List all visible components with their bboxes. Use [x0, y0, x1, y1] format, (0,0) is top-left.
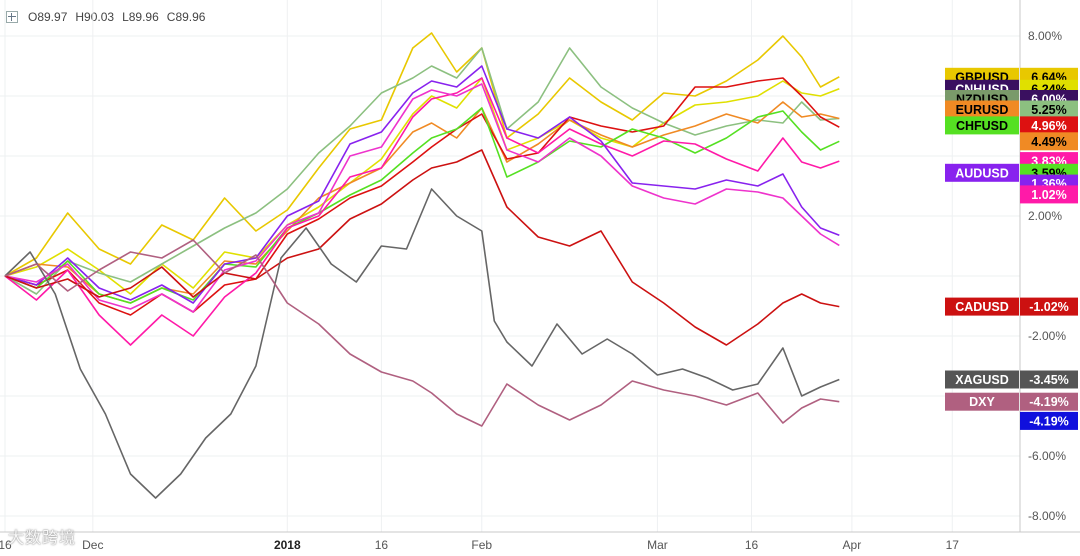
label-tag-text: DXY	[969, 395, 995, 409]
label-tag-bg	[945, 297, 1019, 316]
value-tag-text: 4.49%	[1031, 135, 1066, 149]
series-line-audusd	[4, 65, 840, 304]
time-axis[interactable]: 16 Dec 2018 16 Feb Mar 16 Apr 17	[0, 538, 959, 552]
value-tag-text: 4.96%	[1031, 119, 1066, 133]
value-tag-text: -3.45%	[1029, 373, 1069, 387]
value-tag-bg	[1020, 411, 1078, 430]
series-line-sekusd	[4, 83, 840, 313]
ohlc-readout: O89.97 H90.03 L89.96 C89.96	[6, 10, 205, 24]
watermark: 大数跨境	[8, 530, 77, 547]
value-tag-bg	[1020, 100, 1078, 119]
series-line-chfusd	[4, 107, 840, 304]
value-tag-text: -1.02%	[1029, 300, 1069, 314]
value-tag-bg	[1020, 297, 1078, 316]
series-line-cadusd	[4, 149, 840, 346]
label-tag-bg	[945, 163, 1019, 182]
label-tag-bg	[945, 370, 1019, 389]
x-tick-label: 16	[375, 538, 389, 552]
x-tick-label: Dec	[82, 538, 103, 552]
y-tick-label: -6.00%	[1028, 449, 1066, 463]
x-tick-label: Mar	[647, 538, 668, 552]
ohlc-close: C89.96	[166, 10, 206, 24]
price-axis[interactable]: 8.00% 2.00% -2.00% -6.00% -8.00%	[1028, 29, 1066, 523]
label-tag-text: AUDUSD	[955, 166, 1008, 180]
series-line-xagusd	[4, 188, 840, 499]
series-layer	[4, 32, 840, 499]
value-tag-bg	[1020, 185, 1078, 204]
grid	[0, 0, 1020, 532]
x-tick-label: 2018	[274, 538, 301, 552]
x-tick-label: Feb	[471, 538, 492, 552]
value-tag-bg	[1020, 392, 1078, 411]
series-line-usdjpy	[4, 77, 840, 316]
value-tag-bg	[1020, 116, 1078, 135]
series-line-nzdusd	[4, 47, 840, 295]
value-tag-text: -4.19%	[1029, 414, 1069, 428]
ohlc-open: O89.97	[28, 10, 68, 24]
x-tick-label: 16	[0, 538, 12, 552]
series-line-dxy	[4, 239, 840, 427]
series-line-gbpusd	[4, 32, 840, 277]
value-tag-text: 5.25%	[1031, 103, 1066, 117]
series-line-usdkrw	[4, 77, 840, 346]
x-tick-label: Apr	[843, 538, 862, 552]
value-tag-text: -4.19%	[1029, 395, 1069, 409]
value-tag-text: 1.02%	[1031, 188, 1066, 202]
y-tick-label: -2.00%	[1028, 329, 1066, 343]
value-tag-bg	[1020, 370, 1078, 389]
price-axis-tags: GBPUSD 6.64%CNHUSD 6.24%NZDUSD 6.00%EURUSD 5…	[945, 67, 1078, 430]
x-tick-label: 16	[745, 538, 759, 552]
label-tag-text: XAGUSD	[955, 373, 1008, 387]
value-tag-bg	[1020, 132, 1078, 151]
label-tag-bg	[945, 116, 1019, 135]
label-tag-bg	[945, 392, 1019, 411]
label-tag-bg	[945, 100, 1019, 119]
label-tag-text: EURUSD	[956, 103, 1009, 117]
add-indicator-icon[interactable]	[6, 11, 18, 23]
y-tick-label: -8.00%	[1028, 509, 1066, 523]
ohlc-low: L89.96	[122, 10, 159, 24]
y-tick-label: 2.00%	[1028, 209, 1062, 223]
label-tag-text: CADUSD	[955, 300, 1008, 314]
label-tag-text: CHFUSD	[956, 119, 1008, 133]
y-tick-label: 8.00%	[1028, 29, 1062, 43]
ohlc-high: H90.03	[75, 10, 115, 24]
x-tick-label: 17	[946, 538, 960, 552]
series-line-eurusd	[4, 101, 840, 304]
series-line-cnhusd	[4, 77, 840, 295]
